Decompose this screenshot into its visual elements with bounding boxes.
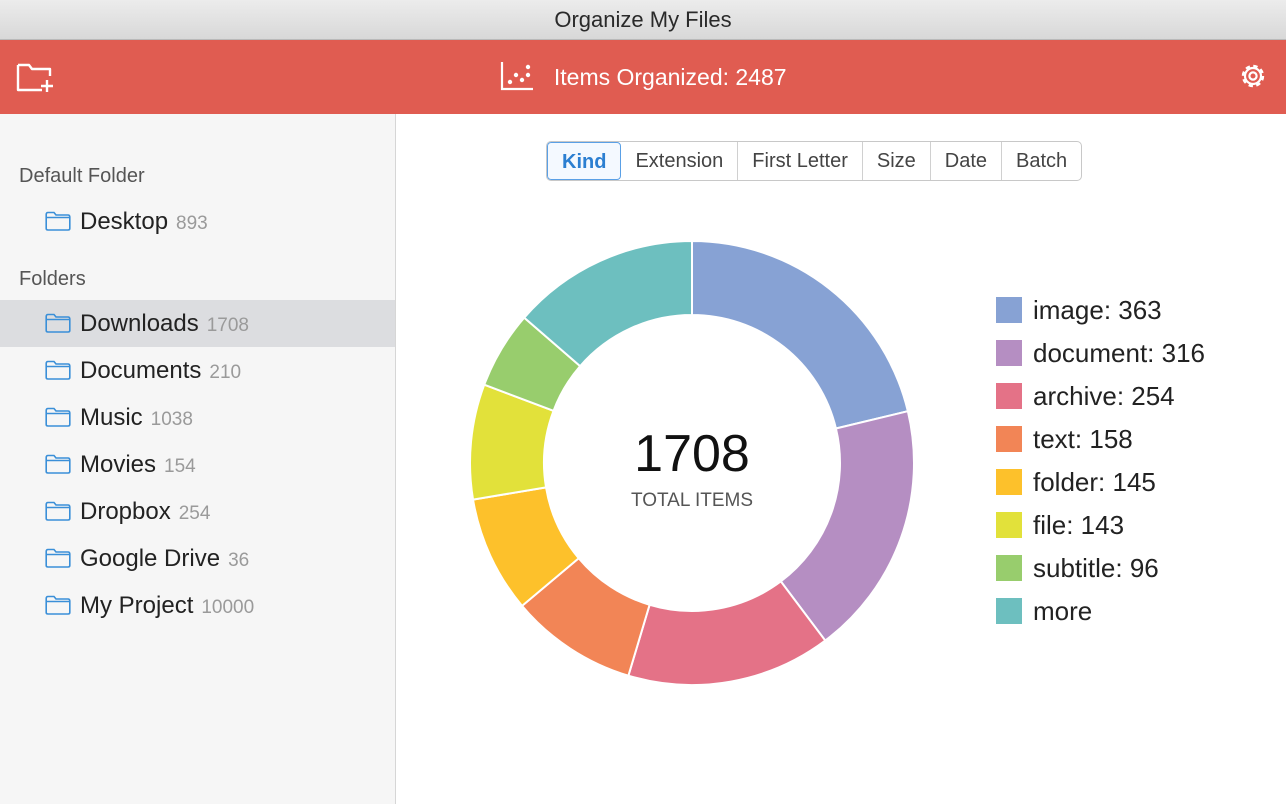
group-by-tabs: Kind Extension First Letter Size Date Ba… (546, 141, 1083, 181)
toolbar: Items Organized: 2487 (0, 40, 1286, 114)
sidebar-item-music[interactable]: Music 1038 (0, 394, 395, 441)
folder-name: Downloads (80, 310, 199, 337)
legend-label: file: 143 (1033, 510, 1125, 540)
window-title: Organize My Files (0, 0, 1286, 40)
sidebar-item-google-drive[interactable]: Google Drive 36 (0, 535, 395, 582)
gear-icon (1241, 64, 1265, 88)
donut-slice[interactable] (522, 239, 693, 368)
sidebar-item-desktop[interactable]: Desktop 893 (0, 198, 395, 245)
folder-count: 1708 (206, 315, 250, 336)
kind-donut-chart: 1708 TOTAL ITEMS (467, 238, 917, 688)
scatter-chart-icon (501, 62, 534, 91)
sidebar-item-documents[interactable]: Documents 210 (0, 347, 395, 394)
settings-button[interactable] (1236, 59, 1270, 93)
legend-swatch (996, 383, 1022, 409)
folder-name: Music (80, 404, 143, 431)
folder-icon (45, 595, 71, 615)
tab-kind[interactable]: Kind (547, 142, 622, 180)
legend-label: archive: 254 (1033, 381, 1175, 411)
folder-count: 893 (176, 213, 208, 234)
tab-size[interactable]: Size (863, 142, 931, 180)
folder-name: Desktop (80, 208, 169, 235)
total-items-label: TOTAL ITEMS (630, 490, 754, 511)
tab-batch[interactable]: Batch (1016, 150, 1068, 172)
sidebar-item-dropbox[interactable]: Dropbox 254 (0, 488, 395, 535)
folder-icon (45, 548, 71, 568)
legend-swatch (996, 340, 1022, 366)
legend-swatch (996, 512, 1022, 538)
sidebar: Default Folder Desktop 893 Folders Downlo… (0, 114, 396, 804)
legend-label: text: 158 (1033, 424, 1133, 454)
folder-count: 210 (209, 362, 242, 383)
legend-swatch (996, 297, 1022, 323)
donut-svg (469, 239, 915, 686)
sidebar-item-downloads[interactable]: Downloads 1708 (0, 300, 395, 347)
legend-label: document: 316 (1033, 338, 1206, 368)
legend-label: folder: 145 (1033, 467, 1156, 497)
legend-label: image: 363 (1033, 295, 1162, 325)
donut-slice[interactable] (691, 239, 910, 430)
folder-plus-icon (16, 63, 53, 92)
tab-date[interactable]: Date (931, 142, 1003, 180)
items-organized-stat: Items Organized: 2487 (0, 40, 1286, 114)
folders-header: Folders (19, 268, 86, 290)
folder-name: Google Drive (80, 545, 221, 572)
folder-count: 10000 (201, 597, 255, 618)
legend-label: subtitle: 96 (1033, 553, 1159, 583)
legend-swatch (996, 598, 1022, 624)
legend-swatch (996, 469, 1022, 495)
legend-swatch (996, 555, 1022, 581)
total-items-value: 1708 (634, 425, 750, 483)
folder-count: 1038 (150, 409, 193, 430)
folder-icon (45, 360, 71, 380)
folder-count: 36 (228, 550, 250, 571)
tab-first-letter[interactable]: First Letter (738, 142, 863, 180)
folder-name: Documents (80, 357, 202, 384)
legend-label: more (1033, 596, 1093, 626)
items-organized-label: Items Organized: 2487 (553, 64, 787, 90)
folder-name: Dropbox (80, 498, 171, 525)
default-folder-header: Default Folder (19, 165, 145, 187)
main-panel: Kind Extension First Letter Size Date Ba… (397, 114, 1286, 804)
new-folder-button[interactable] (16, 59, 56, 93)
folder-icon (45, 211, 71, 231)
legend-swatch (996, 426, 1022, 452)
folder-icon (45, 313, 71, 333)
folder-icon (45, 501, 71, 521)
folder-name: Movies (80, 451, 157, 478)
folder-name: My Project (80, 592, 194, 619)
tab-extension[interactable]: Extension (621, 142, 739, 180)
sidebar-item-movies[interactable]: Movies 154 (0, 441, 395, 488)
folder-count: 254 (178, 503, 211, 524)
folder-icon (45, 454, 71, 474)
sidebar-item-my-project[interactable]: My Project 10000 (0, 582, 395, 629)
folder-icon (45, 407, 71, 427)
folder-count: 154 (164, 456, 196, 477)
